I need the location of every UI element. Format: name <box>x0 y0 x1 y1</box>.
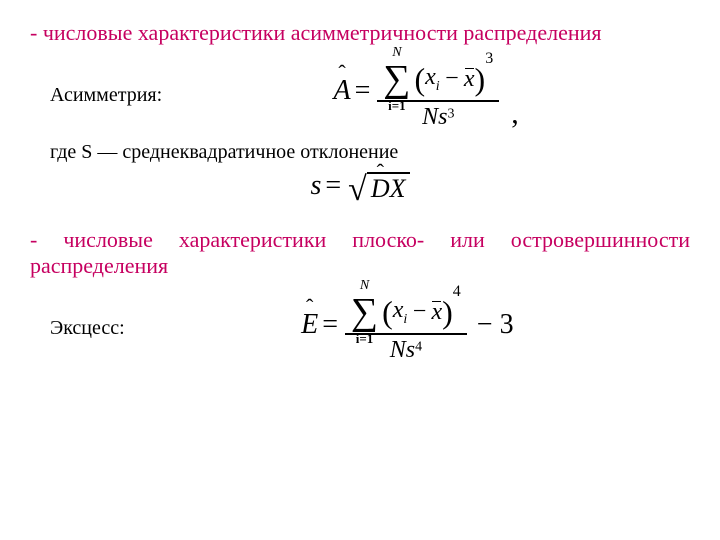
d-hat: D <box>371 174 390 204</box>
section1-heading: - числовые характеристики асимметричност… <box>30 20 690 46</box>
kurt-lhs: E <box>301 309 318 341</box>
asym-fraction: ∑ N i=1 (xi − x)3 Ns3 <box>377 60 499 131</box>
minus-op: − <box>444 66 460 92</box>
stddev-note: где S — среднеквадратичное отклонение <box>50 141 690 164</box>
kurtosis-formula: E = ∑ N i=1 (xi − x)4 Ns4 <box>125 293 690 364</box>
outer-exp-2: 4 <box>453 283 461 300</box>
den-s-2: s <box>406 337 415 363</box>
xi-term-2: xi <box>393 297 408 323</box>
tail-minus3: − 3 <box>477 309 514 340</box>
kurtosis-row: Эксцесс: E = ∑ N i=1 (xi − x) 4 <box>30 289 690 368</box>
xbar-term: x <box>464 66 475 93</box>
den-N-2: N <box>390 337 406 363</box>
den-exp: 3 <box>447 107 454 122</box>
sigma-icon-2: ∑ N i=1 <box>351 293 378 331</box>
sqrt-icon: √DX <box>348 171 409 209</box>
lparen: ( <box>414 63 425 95</box>
rparen-2: ) <box>442 296 453 328</box>
equals-sign-3: = <box>322 309 345 340</box>
minus-op-2: − <box>411 299 427 325</box>
den-exp-2: 4 <box>415 340 422 355</box>
sum-upper: N <box>392 46 401 60</box>
kurtosis-label: Эксцесс: <box>50 317 125 340</box>
xi-term: xi <box>425 64 440 90</box>
sum-upper-2: N <box>360 279 369 293</box>
kurt-fraction: ∑ N i=1 (xi − x)4 Ns4 <box>345 293 467 364</box>
den-N: N <box>422 104 438 130</box>
asymmetry-row: Асимметрия: A = ∑ N i=1 (xi − x) 3 <box>30 56 690 135</box>
sum-lower-2: i=1 <box>356 332 374 345</box>
asymmetry-label: Асимметрия: <box>50 84 162 107</box>
trailing-comma: , <box>511 97 519 130</box>
rparen: ) <box>475 63 486 95</box>
xbar-term-2: x <box>431 299 442 326</box>
asymmetry-formula: A = ∑ N i=1 (xi − x)3 Ns3 <box>162 60 690 131</box>
s-lhs: s <box>310 170 321 201</box>
s-formula: s = √DX <box>30 170 690 209</box>
sigma-icon: ∑ N i=1 <box>383 60 410 98</box>
equals-sign: = <box>355 75 378 106</box>
outer-exp: 3 <box>485 50 493 67</box>
x-after: X <box>390 174 406 203</box>
lparen-2: ( <box>382 296 393 328</box>
sum-lower: i=1 <box>388 99 406 112</box>
section2-heading: - числовые характеристики плоско- или ос… <box>30 227 690 279</box>
asym-lhs: A <box>333 75 350 107</box>
equals-sign-2: = <box>325 170 348 201</box>
